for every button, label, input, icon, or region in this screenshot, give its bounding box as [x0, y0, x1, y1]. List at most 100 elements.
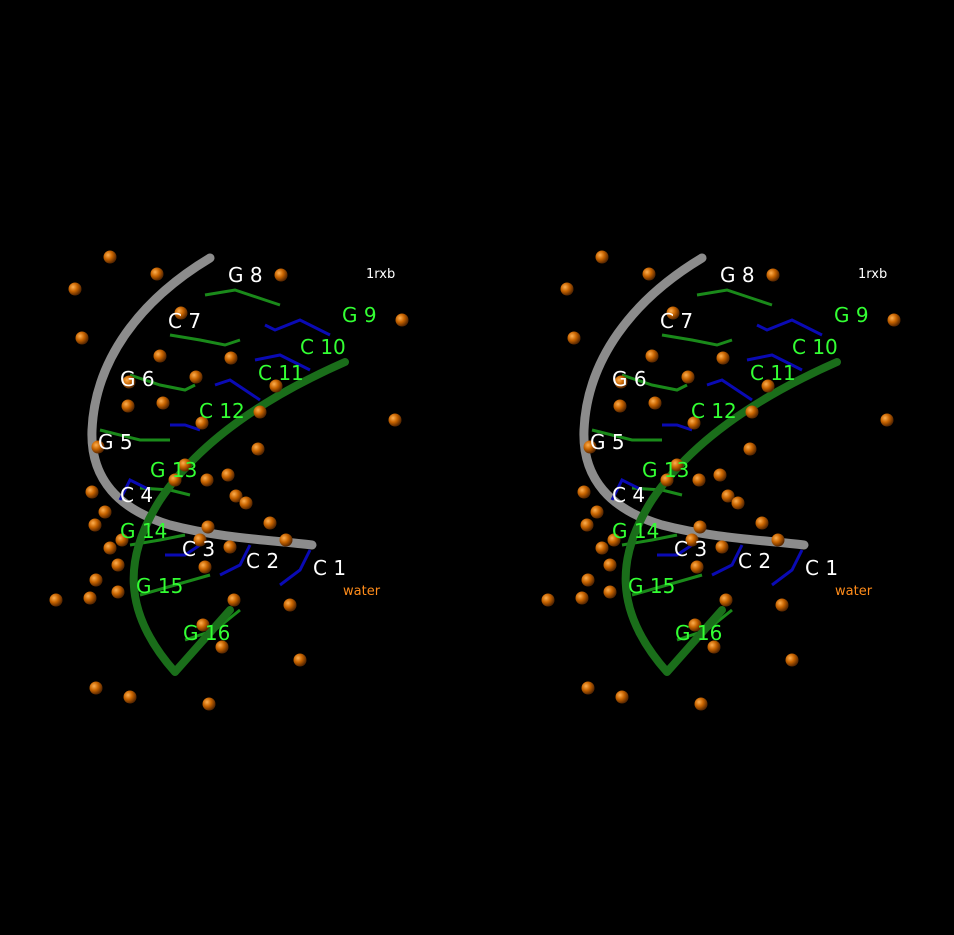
residue-label-strand1: G 6	[612, 367, 647, 391]
water-molecule	[785, 653, 799, 667]
guanine-base	[204, 288, 281, 307]
guanine-base	[591, 428, 662, 442]
residue-label-strand1: C 1	[313, 556, 346, 580]
water-molecule	[49, 593, 63, 607]
residue-label-strand2: C 12	[691, 399, 737, 423]
water-legend-label: water	[343, 584, 381, 599]
cytosine-base	[756, 318, 823, 337]
backbone-strand1	[579, 253, 809, 550]
water-molecule	[153, 349, 167, 363]
water-molecule	[648, 396, 662, 410]
water-molecule	[613, 399, 627, 413]
residue-label-strand1: C 2	[246, 549, 279, 573]
cytosine-base	[170, 423, 201, 432]
water-molecule	[761, 379, 775, 393]
cytosine-base	[706, 378, 753, 402]
water-molecule	[775, 598, 789, 612]
residue-label-strand1: C 7	[168, 309, 201, 333]
water-molecule	[168, 473, 182, 487]
water-molecule	[670, 458, 684, 472]
residue-label-strand2: G 9	[342, 303, 377, 327]
residue-label-strand1: G 8	[228, 263, 263, 287]
cytosine-base	[264, 318, 331, 337]
water-molecule	[83, 591, 97, 605]
water-molecule	[279, 533, 293, 547]
cytosine-base	[771, 549, 804, 587]
cytosine-base	[118, 477, 151, 501]
backbone-strand2	[129, 358, 349, 676]
cytosine-base	[219, 544, 252, 577]
guanine-base	[621, 373, 688, 392]
water-molecule	[202, 697, 216, 711]
guanine-base	[696, 288, 773, 307]
residue-label-strand2: G 16	[183, 621, 230, 645]
water-molecule	[253, 405, 267, 419]
residue-label-strand2: C 11	[258, 361, 304, 385]
guanine-base	[169, 333, 241, 347]
water-molecule	[581, 681, 595, 695]
cytosine-base	[657, 543, 693, 557]
water-molecule	[121, 399, 135, 413]
water-molecule	[595, 250, 609, 264]
water-molecule	[122, 375, 136, 389]
guanine-base	[129, 373, 196, 392]
water-molecule	[575, 591, 589, 605]
water-molecule	[645, 349, 659, 363]
water-molecule	[603, 585, 617, 599]
water-molecule	[713, 468, 727, 482]
water-molecule	[681, 370, 695, 384]
water-molecule	[395, 313, 409, 327]
water-molecule	[595, 541, 609, 555]
residue-label-strand2: G 9	[834, 303, 869, 327]
water-molecule	[590, 505, 604, 519]
residue-label-strand1: G 8	[720, 263, 755, 287]
residue-label-strand1: C 4	[120, 483, 153, 507]
water-molecule	[75, 331, 89, 345]
water-molecule	[269, 379, 283, 393]
water-molecule	[660, 473, 674, 487]
water-molecule	[196, 618, 210, 632]
guanine-base	[139, 573, 211, 597]
cytosine-base	[254, 353, 311, 372]
backbone-strand2	[621, 358, 841, 676]
cytosine-base	[711, 544, 744, 577]
residue-label-strand2: G 16	[675, 621, 722, 645]
water-molecule	[716, 351, 730, 365]
water-molecule	[731, 496, 745, 510]
water-molecule	[229, 489, 243, 503]
water-molecule	[224, 351, 238, 365]
guanine-base	[99, 428, 170, 442]
water-molecule	[227, 593, 241, 607]
water-molecule	[283, 598, 297, 612]
water-molecule	[581, 573, 595, 587]
stereo-right-panel: C 1 C 2 C 3 C 4 G 5 G 6 C 7 G 8 G 9 C 10C 11 C 12 G…	[541, 250, 901, 711]
residue-label-strand2: C 10	[300, 335, 346, 359]
water-legend-label: water	[835, 584, 873, 599]
water-molecule	[200, 473, 214, 487]
residue-label-strand2: G 13	[642, 458, 689, 482]
water-molecule	[98, 505, 112, 519]
stereo-left-panel: C 1 C 2 C 3 C 4 G 5 G 6 C 7 G 8 G 9 C 10C 11 C 12 G…	[49, 250, 409, 711]
water-molecule	[715, 540, 729, 554]
water-molecule	[239, 496, 253, 510]
water-molecule	[580, 518, 594, 532]
water-molecule	[692, 473, 706, 487]
residue-label-strand1: G 6	[120, 367, 155, 391]
water-molecule	[688, 618, 702, 632]
water-molecule	[603, 558, 617, 572]
residue-label-strand2: C 10	[792, 335, 838, 359]
residue-label-strand2: G 14	[612, 519, 659, 543]
water-molecule	[88, 518, 102, 532]
structure-id-label: 1rxb	[858, 267, 887, 282]
water-molecule	[743, 442, 757, 456]
residue-label-strand2: G 14	[120, 519, 167, 543]
water-molecule	[274, 268, 288, 282]
water-molecule	[174, 306, 188, 320]
water-molecule	[583, 440, 597, 454]
water-molecule	[89, 681, 103, 695]
residue-label-strand2: C 12	[199, 399, 245, 423]
water-molecule	[615, 690, 629, 704]
residue-label-strand1: C 4	[612, 483, 645, 507]
water-molecule	[745, 405, 759, 419]
